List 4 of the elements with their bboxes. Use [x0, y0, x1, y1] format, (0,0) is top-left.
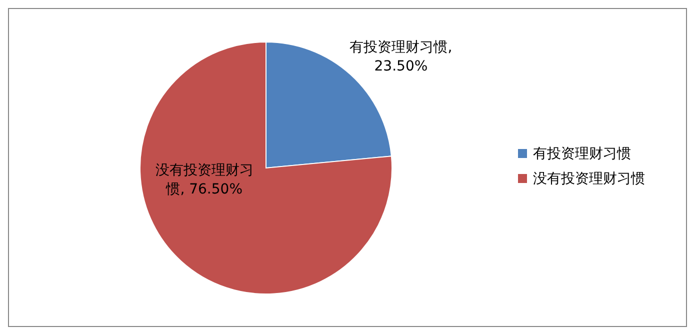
data-label: 没有投资理财习惯, 76.50% — [155, 162, 254, 198]
data-label: 有投资理财习惯, 23.50% — [350, 40, 452, 75]
legend-label: 没有投资理财习惯 — [533, 171, 645, 187]
legend-label: 有投资理财习惯 — [533, 146, 631, 162]
